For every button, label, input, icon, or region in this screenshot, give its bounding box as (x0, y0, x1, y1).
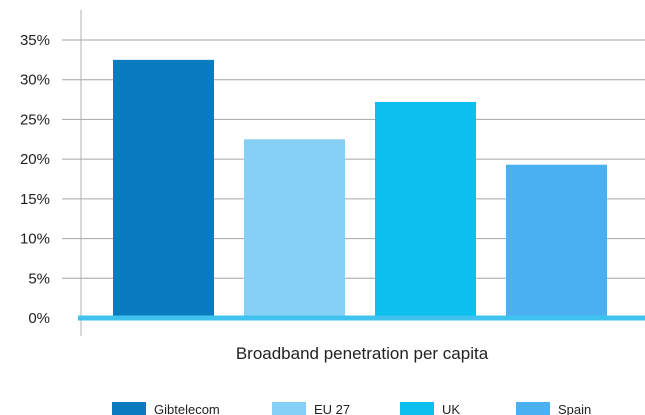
y-tick-label: 35% (20, 32, 50, 49)
y-tick-label: 30% (20, 72, 50, 89)
y-tick-label: 15% (20, 191, 50, 208)
baseline-bar (78, 315, 645, 321)
legend-label: EU 27 (314, 402, 350, 415)
legend-swatch (272, 402, 306, 415)
legend-label: UK (442, 402, 460, 415)
bars (113, 59, 607, 318)
legend-swatch (112, 402, 146, 415)
y-tick-label: 5% (28, 270, 50, 287)
y-tick-label: 10% (20, 231, 50, 248)
bar-spain (506, 164, 607, 318)
x-axis-label: Broadband penetration per capita (236, 344, 489, 363)
legend-label: Gibtelecom (154, 402, 220, 415)
bar-uk (375, 101, 476, 318)
y-tick-labels: 0% 5% 10% 15% 20% 25% 30% 35% (20, 32, 50, 327)
y-tick-label: 0% (28, 310, 50, 327)
bar-eu-27 (244, 139, 345, 318)
y-tick-label: 25% (20, 111, 50, 128)
legend: Gibtelecom EU 27 UK Spain (112, 402, 591, 415)
legend-label: Spain (558, 402, 591, 415)
y-tick-label: 20% (20, 151, 50, 168)
bar-gibtelecom (113, 59, 214, 318)
legend-swatch (400, 402, 434, 415)
legend-swatch (516, 402, 550, 415)
